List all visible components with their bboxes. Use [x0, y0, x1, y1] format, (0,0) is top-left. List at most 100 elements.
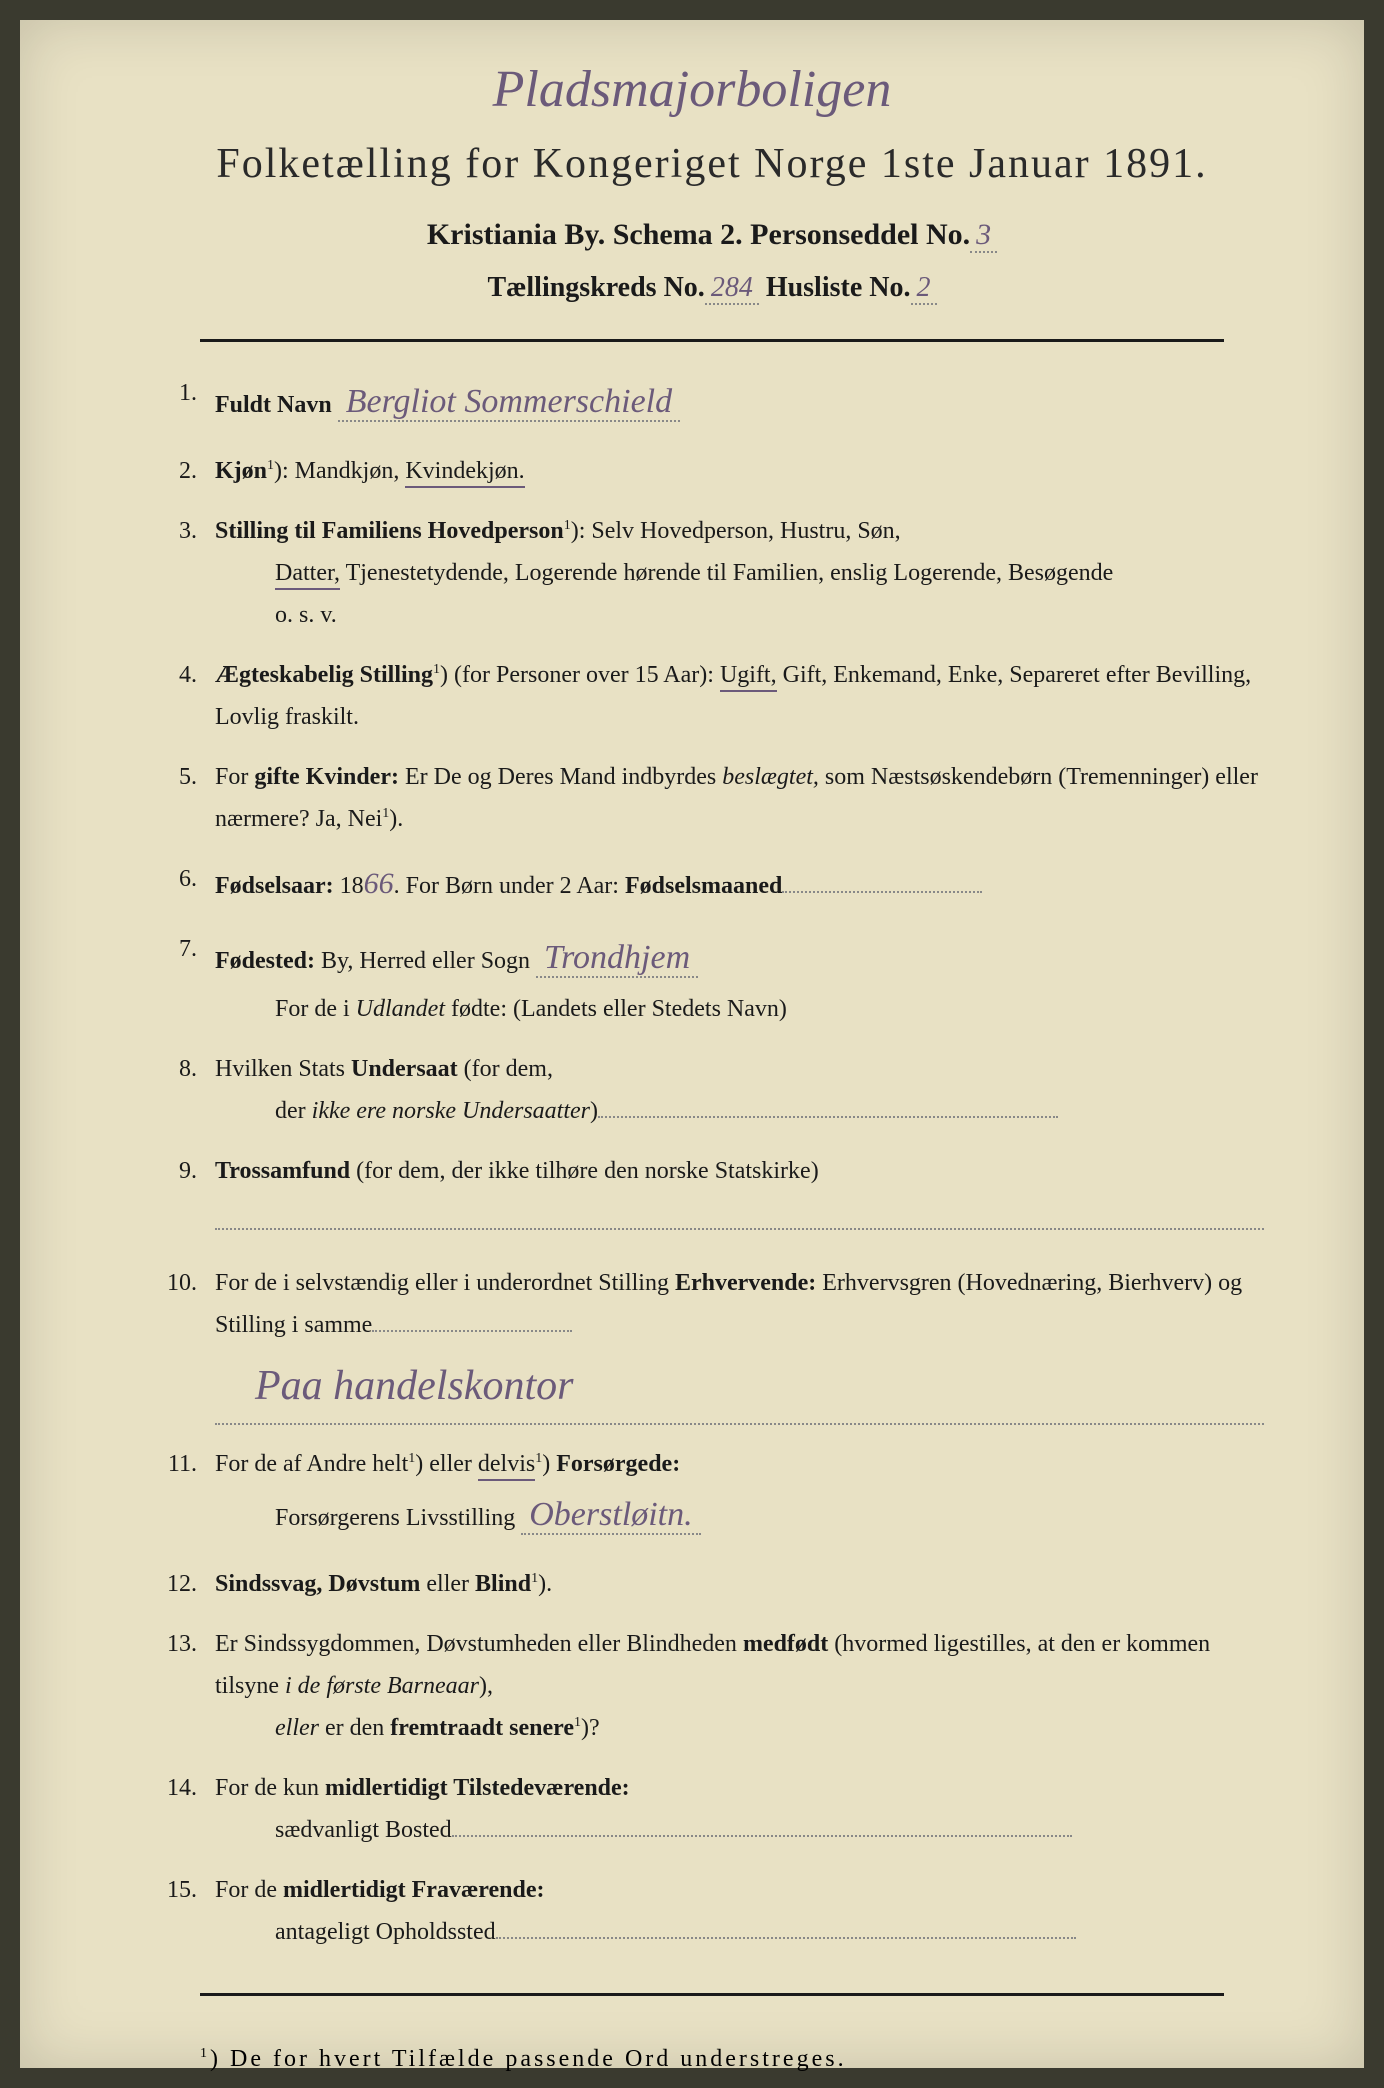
subtitle-line-2: Tællingskreds No.284 Husliste No.2	[160, 272, 1264, 304]
item-content: For de i selvstændig eller i underordnet…	[215, 1262, 1264, 1426]
birthplace-value: Trondhjem	[536, 939, 698, 978]
item-number: 5.	[160, 756, 215, 840]
rest: For de kun	[215, 1775, 325, 1801]
dotted-fill	[782, 891, 982, 893]
footnote-sup: 1	[200, 2046, 210, 2061]
rest: )	[590, 1098, 598, 1124]
label: Fødested:	[215, 948, 315, 974]
item-7: 7. Fødested: By, Herred eller Sogn Trond…	[160, 928, 1264, 1030]
full-name-value: Bergliot Sommerschield	[338, 383, 680, 422]
sup: 1	[433, 662, 440, 677]
subtitle1-prefix: Kristiania By. Schema 2. Personseddel No…	[427, 218, 970, 251]
item-number: 2.	[160, 450, 215, 492]
rest: o. s. v.	[215, 594, 1264, 636]
item-number: 8.	[160, 1048, 215, 1132]
main-title: Folketælling for Kongeriget Norge 1ste J…	[160, 140, 1264, 188]
italic: beslægtet,	[722, 764, 819, 790]
item-3: 3. Stilling til Familiens Hovedperson1):…	[160, 510, 1264, 636]
item-number: 4.	[160, 654, 215, 738]
item-number: 14.	[160, 1767, 215, 1851]
label: midlertidigt Tilstedeværende:	[325, 1775, 630, 1801]
label: Undersaat	[351, 1056, 458, 1082]
rest: ) (for Personer over 15 Aar):	[440, 662, 720, 688]
label: Fuldt Navn	[215, 392, 332, 418]
item-13: 13. Er Sindssygdommen, Døvstumheden elle…	[160, 1623, 1264, 1749]
rest: Hvilken Stats	[215, 1056, 351, 1082]
sup: 1	[267, 458, 274, 473]
label2: fremtraadt senere	[390, 1715, 574, 1741]
rest: )	[542, 1451, 556, 1477]
rest: By, Herred eller Sogn	[315, 948, 530, 974]
divider-line	[200, 339, 1224, 342]
item-number: 7.	[160, 928, 215, 1030]
item-content: Fødested: By, Herred eller Sogn Trondhje…	[215, 928, 1264, 1030]
rest: ).	[389, 806, 403, 832]
label: gifte Kvinder:	[254, 764, 399, 790]
dotted-fill	[372, 1330, 572, 1332]
italic: i de første Barneaar	[285, 1673, 479, 1699]
item-content: Ægteskabelig Stilling1) (for Personer ov…	[215, 654, 1264, 738]
rest: . For Børn under 2 Aar:	[394, 873, 625, 899]
rest: der	[275, 1098, 312, 1124]
prefix: 18	[334, 873, 364, 899]
item-15: 15. For de midlertidigt Fraværende: anta…	[160, 1869, 1264, 1953]
marital-selected: Ugift,	[720, 662, 777, 692]
item-content: Trossamfund (for dem, der ikke tilhøre d…	[215, 1150, 1264, 1244]
rest: antageligt Opholdssted	[275, 1919, 496, 1945]
rest: ): Selv Hovedperson, Hustru, Søn,	[571, 518, 901, 544]
rest: ).	[538, 1571, 552, 1597]
rest: Tjenestetydende, Logerende hørende til F…	[340, 560, 1113, 586]
sup: 1	[564, 518, 571, 533]
item-11: 11. For de af Andre helt1) eller delvis1…	[160, 1443, 1264, 1545]
item-content: For gifte Kvinder: Er De og Deres Mand i…	[215, 756, 1264, 840]
italic: ikke ere norske Undersaatter	[312, 1098, 590, 1124]
dotted-fill	[496, 1937, 1076, 1939]
rest: ): Mandkjøn,	[274, 458, 405, 484]
birth-year: 66	[364, 867, 394, 900]
rest: )?	[581, 1715, 600, 1741]
italic: Udlandet	[356, 996, 445, 1022]
dotted-fill	[598, 1116, 1058, 1118]
label: medfødt	[743, 1631, 828, 1657]
footnote-text: ) De for hvert Tilfælde passende Ord und…	[210, 2046, 847, 2072]
rest: (for dem, der ikke tilhøre den norske St…	[350, 1158, 819, 1184]
rest: (for dem,	[458, 1056, 553, 1082]
footnote: 1) De for hvert Tilfælde passende Ord un…	[160, 2046, 1264, 2073]
label: midlertidigt Fraværende:	[283, 1877, 545, 1903]
item-number: 9.	[160, 1150, 215, 1244]
label: Erhvervende:	[675, 1270, 816, 1296]
subtitle-line-1: Kristiania By. Schema 2. Personseddel No…	[160, 218, 1264, 252]
item-content: Er Sindssygdommen, Døvstumheden eller Bl…	[215, 1623, 1264, 1749]
divider-line-bottom	[200, 1993, 1224, 1996]
rest: For	[215, 764, 254, 790]
rest: er den	[319, 1715, 390, 1741]
rest: sædvanligt Bosted	[275, 1817, 452, 1843]
subtitle2-prefix: Tællingskreds No.	[487, 272, 704, 303]
item-2: 2. Kjøn1): Mandkjøn, Kvindekjøn.	[160, 450, 1264, 492]
item-number: 10.	[160, 1262, 215, 1426]
item-content: Kjøn1): Mandkjøn, Kvindekjøn.	[215, 450, 1264, 492]
rest: Er De og Deres Mand indbyrdes	[399, 764, 722, 790]
item-content: Fuldt Navn Bergliot Sommerschield	[215, 372, 1264, 432]
rest: ) eller	[415, 1451, 478, 1477]
label: Stilling til Familiens Hovedperson	[215, 518, 564, 544]
item-6: 6. Fødselsaar: 1866. For Børn under 2 Aa…	[160, 858, 1264, 911]
label: Forsørgede:	[556, 1451, 680, 1477]
rest: For de i	[275, 996, 356, 1022]
item-content: Sindssvag, Døvstum eller Blind1).	[215, 1563, 1264, 1605]
item-number: 12.	[160, 1563, 215, 1605]
item-number: 15.	[160, 1869, 215, 1953]
item-12: 12. Sindssvag, Døvstum eller Blind1).	[160, 1563, 1264, 1605]
item-content: For de af Andre helt1) eller delvis1) Fo…	[215, 1443, 1264, 1545]
rest: Er Sindssygdommen, Døvstumheden eller Bl…	[215, 1631, 743, 1657]
rest: ),	[479, 1673, 493, 1699]
partial-selected: delvis	[478, 1451, 535, 1481]
item-number: 3.	[160, 510, 215, 636]
rest: Forsørgerens Livsstilling	[275, 1505, 515, 1531]
subtitle2-mid: Husliste No.	[759, 272, 911, 303]
item-content: For de kun midlertidigt Tilstedeværende:…	[215, 1767, 1264, 1851]
label: Ægteskabelig Stilling	[215, 662, 433, 688]
label: Kjøn	[215, 458, 267, 484]
item-9: 9. Trossamfund (for dem, der ikke tilhør…	[160, 1150, 1264, 1244]
item-content: Fødselsaar: 1866. For Børn under 2 Aar: …	[215, 858, 1264, 911]
